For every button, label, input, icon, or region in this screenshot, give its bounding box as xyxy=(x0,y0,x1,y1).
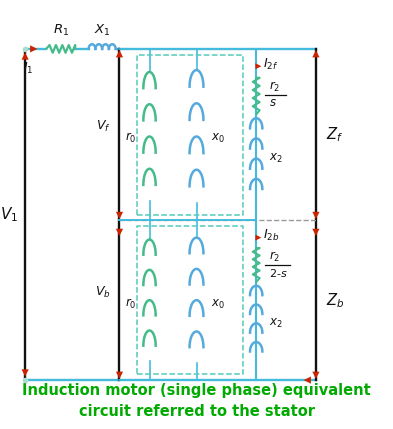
Text: $R_1$: $R_1$ xyxy=(53,23,69,38)
Polygon shape xyxy=(312,229,320,236)
Polygon shape xyxy=(30,45,37,52)
Polygon shape xyxy=(116,372,123,379)
Text: $x_0$: $x_0$ xyxy=(211,132,225,145)
Polygon shape xyxy=(116,50,123,57)
Polygon shape xyxy=(255,235,261,241)
Text: $s$: $s$ xyxy=(268,96,276,109)
Polygon shape xyxy=(312,212,320,219)
Polygon shape xyxy=(312,372,320,379)
Text: $2\text{-}s$: $2\text{-}s$ xyxy=(268,267,287,279)
Text: $x_0$: $x_0$ xyxy=(211,297,225,311)
Text: $I_{2b}$: $I_{2b}$ xyxy=(263,228,279,243)
Text: $r_0$: $r_0$ xyxy=(125,297,136,311)
Text: $x_2$: $x_2$ xyxy=(268,152,282,165)
Text: $Z_f$: $Z_f$ xyxy=(325,125,343,144)
Polygon shape xyxy=(312,50,320,57)
Text: $V_1$: $V_1$ xyxy=(0,205,18,224)
Text: $V_f$: $V_f$ xyxy=(96,119,111,134)
Text: $I_1$: $I_1$ xyxy=(23,61,33,76)
Text: $r_2$: $r_2$ xyxy=(268,80,280,94)
Text: Induction motor (single phase) equivalent
circuit referred to the stator: Induction motor (single phase) equivalen… xyxy=(22,383,371,419)
Polygon shape xyxy=(304,377,311,384)
Text: $V_b$: $V_b$ xyxy=(95,285,111,300)
Polygon shape xyxy=(22,52,29,60)
Text: $r_0$: $r_0$ xyxy=(125,131,136,145)
Text: $r_2$: $r_2$ xyxy=(268,250,280,264)
Polygon shape xyxy=(116,212,123,219)
Text: $I_{2f}$: $I_{2f}$ xyxy=(263,57,279,72)
Text: $X_1$: $X_1$ xyxy=(94,23,111,38)
Polygon shape xyxy=(255,63,261,69)
Polygon shape xyxy=(116,229,123,236)
Polygon shape xyxy=(22,369,29,377)
Text: $x_2$: $x_2$ xyxy=(268,317,282,330)
Text: $Z_b$: $Z_b$ xyxy=(325,291,344,310)
